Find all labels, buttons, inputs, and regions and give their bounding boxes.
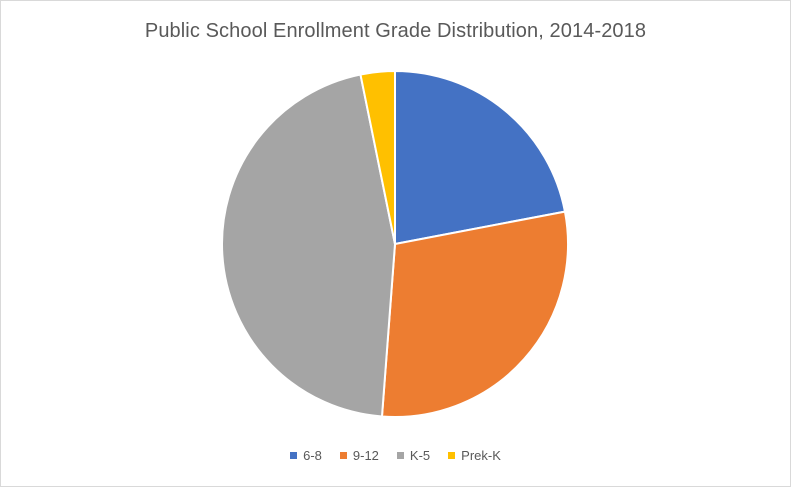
legend-label: Prek-K bbox=[461, 448, 501, 463]
legend-item-9-12: 9-12 bbox=[339, 448, 379, 463]
legend-swatch bbox=[448, 452, 456, 459]
chart-title: Public School Enrollment Grade Distribut… bbox=[144, 20, 647, 42]
legend-swatch bbox=[396, 452, 404, 459]
legend-label: 9-12 bbox=[352, 448, 379, 463]
legend: 6-8 9-12 K-5 Prek-K bbox=[1, 448, 790, 463]
pie-slice-6-8 bbox=[394, 70, 566, 245]
legend-label: K-5 bbox=[409, 448, 431, 463]
legend-swatch bbox=[290, 452, 298, 459]
pie-slice-k-5 bbox=[221, 73, 396, 418]
legend-item-6-8: 6-8 bbox=[290, 448, 322, 463]
legend-label: 6-8 bbox=[303, 448, 322, 463]
legend-item-k-5: K-5 bbox=[396, 448, 431, 463]
pie-slice-9-12 bbox=[380, 210, 569, 418]
legend-swatch bbox=[339, 452, 347, 459]
pie-slice-prek-k bbox=[359, 70, 396, 245]
legend-item-prek-k: Prek-K bbox=[448, 448, 501, 463]
